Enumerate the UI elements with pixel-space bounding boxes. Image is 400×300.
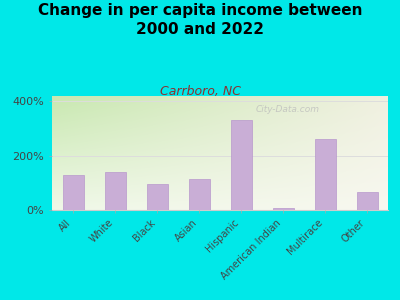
Bar bbox=[188, 179, 210, 210]
Bar bbox=[146, 184, 168, 210]
Bar bbox=[356, 192, 378, 210]
Text: City-Data.com: City-Data.com bbox=[255, 105, 319, 114]
Bar bbox=[104, 172, 126, 210]
Bar bbox=[62, 175, 84, 210]
Bar bbox=[314, 140, 336, 210]
Bar bbox=[230, 120, 252, 210]
Text: Carrboro, NC: Carrboro, NC bbox=[160, 85, 240, 98]
Text: Change in per capita income between
2000 and 2022: Change in per capita income between 2000… bbox=[38, 3, 362, 37]
Bar bbox=[272, 208, 294, 210]
